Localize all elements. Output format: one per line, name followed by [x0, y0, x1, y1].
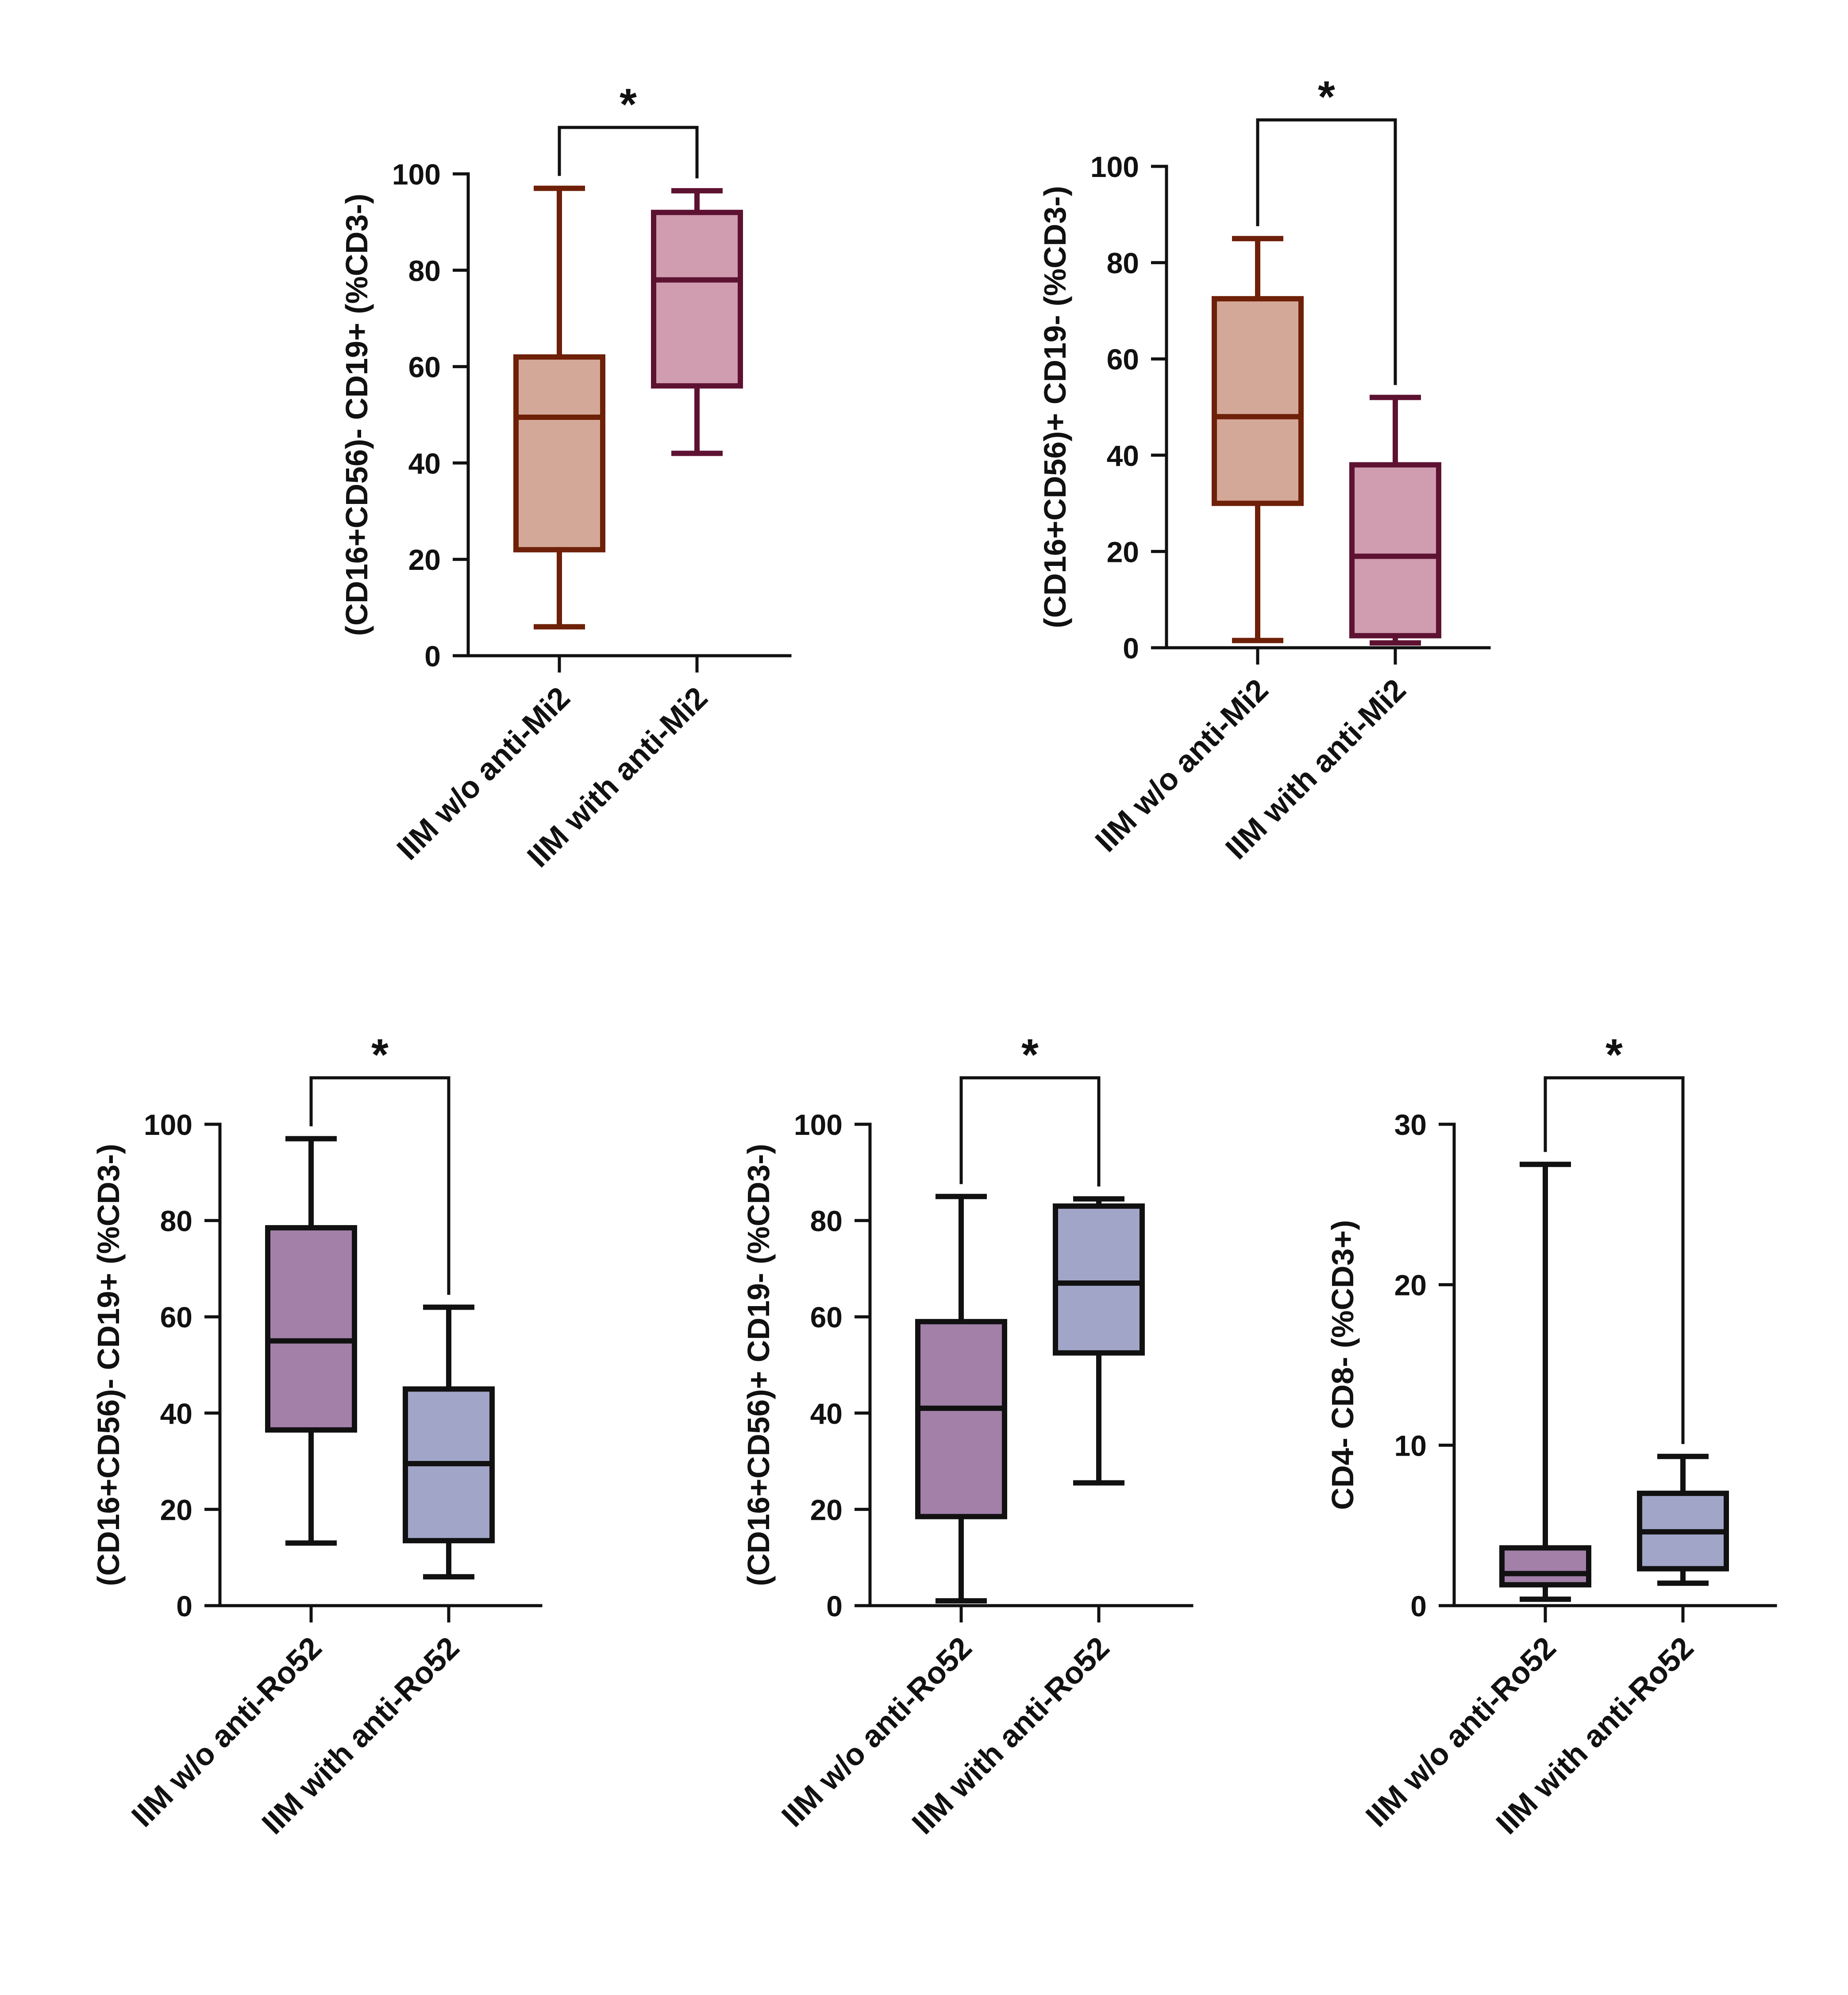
y-tick-label: 0	[176, 1590, 192, 1622]
box-1	[1212, 236, 1304, 643]
y-tick-label: 60	[160, 1301, 192, 1334]
y-tick-label: 80	[810, 1205, 843, 1238]
box-2	[651, 188, 743, 456]
significance-label: *	[371, 1030, 389, 1080]
y-tick-label: 20	[408, 543, 441, 576]
iqr-box	[651, 210, 743, 389]
box-1	[915, 1194, 1007, 1604]
y-tick-label: 40	[408, 447, 441, 480]
y-tick-label: 100	[1090, 150, 1139, 183]
box-2	[403, 1304, 495, 1580]
y-axis-title: (CD16+CD56)+ CD19- (%CD3-)	[741, 1144, 776, 1586]
box-2	[1637, 1453, 1729, 1586]
iqr-box	[915, 1319, 1007, 1519]
y-tick-label: 100	[144, 1108, 192, 1141]
y-tick-label: 20	[1394, 1269, 1427, 1302]
y-tick-label: 0	[1410, 1590, 1427, 1622]
y-tick-label: 60	[810, 1301, 843, 1334]
y-tick-label: 10	[1394, 1429, 1427, 1462]
iqr-box	[1499, 1545, 1591, 1588]
y-tick-label: 20	[810, 1493, 843, 1526]
significance-label: *	[1021, 1030, 1039, 1080]
significance-bracket	[309, 1076, 450, 1295]
y-axis-title: (CD16+CD56)- CD19+ (%CD3-)	[91, 1144, 126, 1586]
y-tick-label: 80	[1107, 247, 1139, 280]
y-tick-label: 20	[160, 1493, 192, 1526]
y-tick-label: 40	[1107, 439, 1139, 472]
y-tick-label: 80	[160, 1205, 192, 1238]
significance-bracket	[1544, 1076, 1685, 1444]
y-tick-label: 0	[424, 640, 441, 673]
significance-label: *	[1605, 1030, 1623, 1080]
y-tick-label: 40	[160, 1397, 192, 1430]
y-tick-label: 30	[1394, 1108, 1427, 1141]
y-axis-title: CD4- CD8- (%CD3+)	[1325, 1220, 1360, 1510]
significance-label: *	[620, 80, 637, 129]
y-tick-label: 60	[1107, 343, 1139, 376]
y-tick-label: 40	[810, 1397, 843, 1430]
significance-label: *	[1318, 72, 1335, 122]
box-1	[513, 185, 605, 630]
iqr-box	[1349, 462, 1441, 638]
y-tick-label: 80	[408, 254, 441, 287]
significance-bracket	[959, 1076, 1101, 1187]
box-2	[1053, 1196, 1145, 1486]
iqr-box	[265, 1225, 357, 1433]
y-tick-label: 60	[408, 351, 441, 384]
iqr-box	[513, 354, 605, 553]
y-axis-title: (CD16+CD56)+ CD19- (%CD3-)	[1038, 186, 1072, 628]
y-tick-label: 100	[794, 1108, 843, 1141]
y-tick-label: 100	[392, 158, 441, 191]
y-axis-title: (CD16+CD56)- CD19+ (%CD3-)	[339, 194, 374, 636]
box-1	[265, 1136, 357, 1546]
iqr-box	[1053, 1203, 1145, 1356]
significance-bracket	[558, 126, 699, 179]
iqr-box	[1212, 296, 1304, 506]
box-1	[1499, 1161, 1591, 1602]
y-tick-label: 0	[826, 1590, 843, 1622]
significance-bracket	[1256, 118, 1397, 385]
y-tick-label: 0	[1123, 632, 1139, 665]
box-2	[1349, 395, 1441, 646]
y-tick-label: 20	[1107, 535, 1139, 568]
